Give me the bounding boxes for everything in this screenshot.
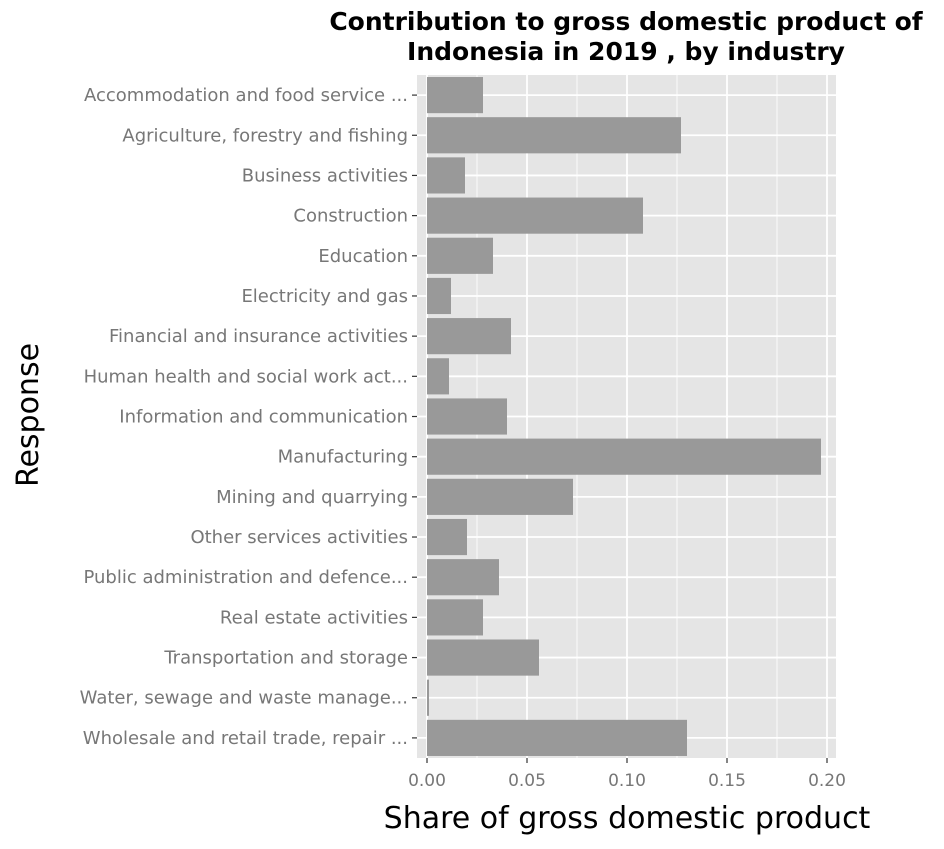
bar — [427, 277, 451, 315]
x-tick-label: 0.10 — [608, 771, 646, 791]
category-label: Education — [318, 246, 408, 267]
x-tick-label: 0.00 — [408, 771, 446, 791]
y-axis-title: Response — [11, 343, 46, 487]
bar — [427, 398, 507, 435]
bar — [427, 117, 681, 154]
category-label: Financial and insurance activities — [109, 326, 408, 347]
category-label: Business activities — [242, 165, 408, 186]
bar — [427, 679, 429, 716]
category-label: Electricity and gas — [241, 286, 408, 307]
x-tick-label: 0.05 — [508, 771, 546, 791]
category-label: Other services activities — [190, 527, 408, 548]
bar — [427, 77, 483, 114]
x-tick-label: 0.15 — [708, 771, 746, 791]
category-label: Water, sewage and waste manage... — [80, 688, 408, 709]
bar — [427, 197, 643, 234]
x-axis-title: Share of gross domestic product — [384, 801, 871, 836]
category-label: Human health and social work act... — [84, 366, 408, 387]
category-label: Wholesale and retail trade, repair ... — [83, 728, 408, 749]
category-label: Construction — [293, 206, 408, 227]
category-label: Information and communication — [119, 407, 408, 428]
category-label: Transportation and storage — [163, 648, 408, 669]
bar — [427, 599, 483, 636]
bar — [427, 478, 573, 515]
category-label: Real estate activities — [220, 607, 408, 628]
bar — [427, 719, 687, 756]
bar — [427, 237, 493, 274]
bar — [427, 318, 511, 355]
bar — [427, 639, 539, 676]
category-labels: Accommodation and food service ... Agricu… — [80, 85, 417, 749]
category-label: Agriculture, forestry and fishing — [122, 125, 408, 146]
chart-title-line-2: Indonesia in 2019 , by industry — [407, 37, 845, 66]
category-label: Mining and quarrying — [216, 487, 408, 508]
x-ticks: 0.00 0.05 0.10 0.15 0.20 — [408, 758, 846, 791]
bars — [427, 77, 821, 756]
bar — [427, 518, 467, 556]
bar — [427, 559, 499, 596]
bar — [427, 438, 821, 475]
bar — [427, 157, 465, 194]
bar — [427, 358, 449, 395]
category-label: Accommodation and food service ... — [84, 85, 408, 106]
category-label: Manufacturing — [278, 447, 408, 468]
category-label: Public administration and defence... — [83, 567, 408, 588]
chart-title-line-1: Contribution to gross domestic product o… — [329, 7, 923, 36]
x-tick-label: 0.20 — [808, 771, 846, 791]
